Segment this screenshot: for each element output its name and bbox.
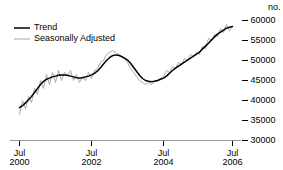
svg-text:35000: 35000 bbox=[251, 115, 276, 125]
svg-text:50000: 50000 bbox=[251, 55, 276, 65]
svg-text:55000: 55000 bbox=[251, 35, 276, 45]
svg-text:no.: no. bbox=[268, 2, 281, 12]
svg-text:Jul2000: Jul2000 bbox=[9, 148, 29, 167]
html-text:Trend: Trend bbox=[34, 22, 58, 32]
svg-text:Jul2004: Jul2004 bbox=[153, 148, 173, 167]
svg-text:60000: 60000 bbox=[251, 15, 276, 25]
svg-text:Jul2006: Jul2006 bbox=[222, 148, 242, 167]
svg-text:45000: 45000 bbox=[251, 75, 276, 85]
svg-text:30000: 30000 bbox=[251, 135, 276, 145]
html-text:Seasonally Adjusted: Seasonally Adjusted bbox=[34, 33, 116, 43]
svg-text:Jul2002: Jul2002 bbox=[81, 148, 101, 167]
svg-text:40000: 40000 bbox=[251, 95, 276, 105]
